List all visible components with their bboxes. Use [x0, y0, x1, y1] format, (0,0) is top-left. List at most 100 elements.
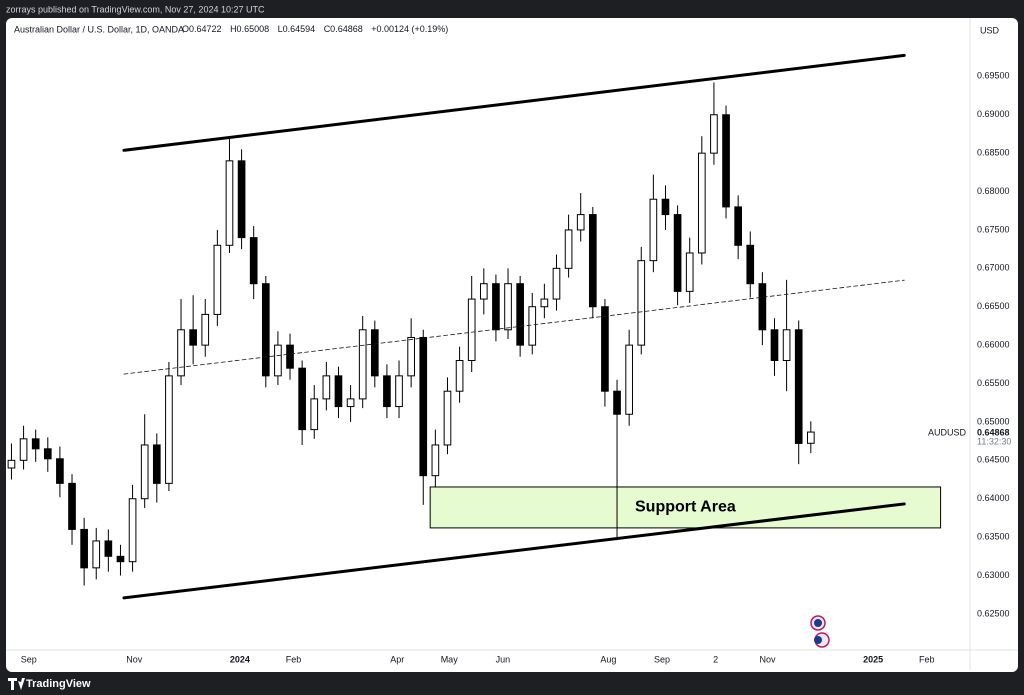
x-tick-label: Nov [126, 654, 143, 664]
candle-body [370, 329, 379, 377]
candle-body [274, 344, 282, 377]
x-tick-label: Feb [919, 654, 935, 664]
candle-body [140, 444, 149, 500]
legend-change: +0.00124 (+0.19%) [371, 24, 448, 34]
candle-body [516, 283, 524, 346]
candle-body [613, 390, 621, 415]
candle-body [56, 458, 64, 484]
candle-body [310, 398, 319, 431]
candle-body [564, 229, 573, 269]
candle-body [479, 283, 488, 300]
event-flag [814, 619, 822, 627]
ohlc-legend: O0.64722 H0.65008 L0.64594 C0.64868 +0.0… [182, 24, 448, 34]
y-tick-label: 0.67000 [977, 263, 1010, 273]
candle-body [225, 160, 234, 246]
x-tick-label: Jun [496, 654, 511, 664]
candle-body [261, 283, 270, 377]
candle-body [152, 444, 161, 484]
candle-body [165, 375, 173, 484]
candle-body [43, 448, 52, 460]
footer: TradingView [8, 678, 91, 690]
y-tick-label: 0.69500 [977, 71, 1010, 81]
candle-body [213, 244, 222, 315]
candle-body [383, 375, 391, 408]
candle-body [601, 306, 609, 392]
candle-body [576, 214, 585, 231]
candle-body [661, 198, 670, 216]
candle-body [552, 267, 561, 300]
chart-title: Australian Dollar / U.S. Dollar, 1D, OAN… [14, 24, 184, 34]
x-tick-label: Apr [390, 654, 404, 664]
candle-body [237, 160, 246, 239]
candle-body [116, 555, 125, 563]
candle-body [395, 375, 403, 408]
trend-line [122, 53, 906, 152]
x-tick-label: Nov [760, 654, 777, 664]
y-tick-label: 0.69000 [977, 109, 1010, 119]
candle-body [455, 359, 464, 392]
candle-body [588, 214, 597, 308]
candle-body [782, 329, 791, 361]
candle-body [734, 206, 742, 246]
x-tick-label: Aug [600, 654, 616, 664]
candle-body [7, 459, 16, 469]
y-tick-label: 0.68500 [977, 148, 1010, 158]
candle-body [189, 329, 197, 346]
x-tick-label: 2024 [230, 654, 250, 664]
last-price-label: 0.64868 [977, 427, 1010, 437]
legend-close: C0.64868 [324, 24, 363, 34]
candle-body [467, 298, 476, 361]
candle-body [528, 306, 537, 346]
candle-body [492, 283, 500, 331]
x-tick-label: Sep [21, 654, 37, 664]
candle-body [92, 540, 101, 569]
trend-line [122, 502, 906, 600]
y-tick-label: 0.67500 [977, 224, 1010, 234]
candle-body [443, 390, 452, 446]
candle-body [722, 114, 730, 208]
candle-body [504, 283, 512, 331]
chart-panel [6, 18, 1018, 672]
x-tick-label: May [441, 654, 459, 664]
candle-body [770, 329, 779, 361]
candle-body [673, 214, 682, 292]
candle-body [68, 482, 76, 530]
candle-body [358, 329, 367, 400]
brand-logo [8, 678, 25, 690]
y-tick-label: 0.65500 [977, 378, 1010, 388]
candle-body [80, 528, 88, 569]
y-tick-label: 0.63500 [977, 531, 1010, 541]
event-flag [814, 636, 822, 644]
candle-body [201, 313, 210, 346]
candle-body [31, 438, 40, 450]
candle-body [431, 444, 440, 477]
candle-body [746, 244, 755, 285]
plot-area: Support Area [7, 53, 942, 600]
candle-body [286, 344, 294, 369]
candle-body [104, 540, 113, 557]
published-line: zorrays published on TradingView.com, No… [6, 4, 265, 14]
candle-body [249, 237, 258, 285]
candle-body [794, 329, 803, 444]
symbol-tag: AUDUSD [928, 427, 967, 437]
support-zone [429, 486, 942, 529]
zone-label: Support Area [635, 499, 736, 516]
candle-body [697, 152, 706, 254]
candle-body [407, 336, 415, 377]
y-tick-label: 0.64000 [977, 493, 1010, 503]
candle-body [322, 375, 331, 400]
candle-body [625, 344, 633, 415]
candle-body [710, 114, 718, 154]
candle-body [177, 329, 185, 377]
countdown: 11:32:30 [977, 436, 1011, 446]
candle-body [334, 375, 343, 408]
y-tick-label: 0.64500 [977, 455, 1010, 465]
candle-body [128, 498, 137, 563]
legend-low: L0.64594 [278, 24, 316, 34]
y-tick-label: 0.66000 [977, 340, 1010, 350]
x-tick-label: Feb [286, 654, 302, 664]
trend-line [123, 279, 905, 375]
currency-label: USD [980, 25, 1000, 35]
